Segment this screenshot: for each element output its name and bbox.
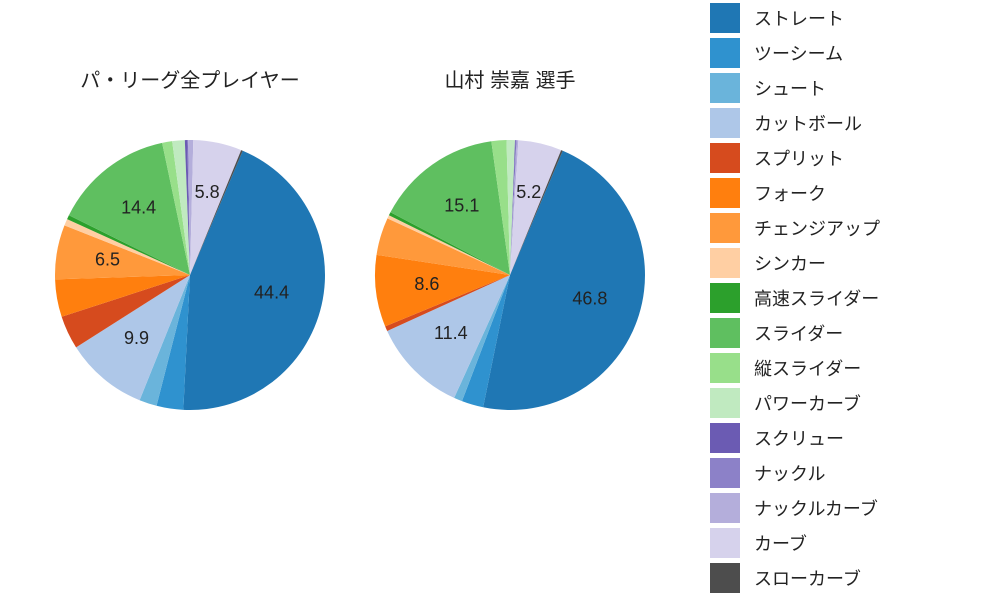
legend-swatch	[710, 528, 740, 558]
legend-swatch	[710, 318, 740, 348]
legend-item: 高速スライダー	[710, 280, 990, 315]
legend-item: カーブ	[710, 525, 990, 560]
legend-label: スクリュー	[754, 425, 844, 451]
legend-swatch	[710, 353, 740, 383]
slice-label: 9.9	[124, 328, 149, 348]
legend-swatch	[710, 388, 740, 418]
legend-swatch	[710, 3, 740, 33]
legend-item: ナックル	[710, 455, 990, 490]
legend: ストレートツーシームシュートカットボールスプリットフォークチェンジアップシンカー…	[710, 0, 990, 595]
legend-label: ツーシーム	[754, 40, 843, 66]
legend-label: 縦スライダー	[754, 355, 861, 381]
legend-label: ナックルカーブ	[754, 495, 878, 521]
legend-swatch	[710, 563, 740, 593]
legend-item: カットボール	[710, 105, 990, 140]
slice-label: 8.6	[414, 274, 439, 294]
legend-label: スローカーブ	[754, 565, 861, 591]
legend-swatch	[710, 143, 740, 173]
slice-label: 5.2	[516, 182, 541, 202]
legend-item: パワーカーブ	[710, 385, 990, 420]
legend-item: スライダー	[710, 315, 990, 350]
legend-label: ナックル	[754, 460, 825, 486]
legend-label: カーブ	[754, 530, 807, 556]
legend-swatch	[710, 423, 740, 453]
legend-swatch	[710, 458, 740, 488]
legend-swatch	[710, 493, 740, 523]
slice-label: 5.8	[195, 182, 220, 202]
legend-swatch	[710, 73, 740, 103]
legend-swatch	[710, 248, 740, 278]
legend-label: 高速スライダー	[754, 285, 879, 311]
legend-item: ツーシーム	[710, 35, 990, 70]
slice-label: 14.4	[121, 198, 156, 218]
legend-item: ナックルカーブ	[710, 490, 990, 525]
legend-label: チェンジアップ	[754, 215, 880, 241]
legend-item: スローカーブ	[710, 560, 990, 595]
legend-item: スプリット	[710, 140, 990, 175]
slice-label: 11.4	[434, 323, 468, 343]
slice-label: 44.4	[254, 282, 289, 302]
legend-label: フォーク	[754, 180, 826, 206]
legend-item: ストレート	[710, 0, 990, 35]
legend-item: スクリュー	[710, 420, 990, 455]
legend-item: フォーク	[710, 175, 990, 210]
slice-label: 46.8	[572, 289, 607, 309]
legend-label: スプリット	[754, 145, 844, 171]
legend-swatch	[710, 38, 740, 68]
legend-swatch	[710, 213, 740, 243]
slice-label: 6.5	[95, 249, 120, 269]
chart-wrap: { "chart": { "type": "pie", "background_…	[0, 0, 1000, 600]
legend-swatch	[710, 178, 740, 208]
legend-label: シンカー	[754, 250, 826, 276]
legend-item: チェンジアップ	[710, 210, 990, 245]
legend-label: シュート	[754, 75, 826, 101]
legend-swatch	[710, 108, 740, 138]
legend-item: シンカー	[710, 245, 990, 280]
legend-swatch	[710, 283, 740, 313]
legend-label: ストレート	[754, 5, 844, 31]
legend-item: シュート	[710, 70, 990, 105]
legend-label: カットボール	[754, 110, 862, 136]
legend-label: パワーカーブ	[754, 390, 861, 416]
legend-item: 縦スライダー	[710, 350, 990, 385]
legend-label: スライダー	[754, 320, 843, 346]
slice-label: 15.1	[444, 195, 479, 215]
